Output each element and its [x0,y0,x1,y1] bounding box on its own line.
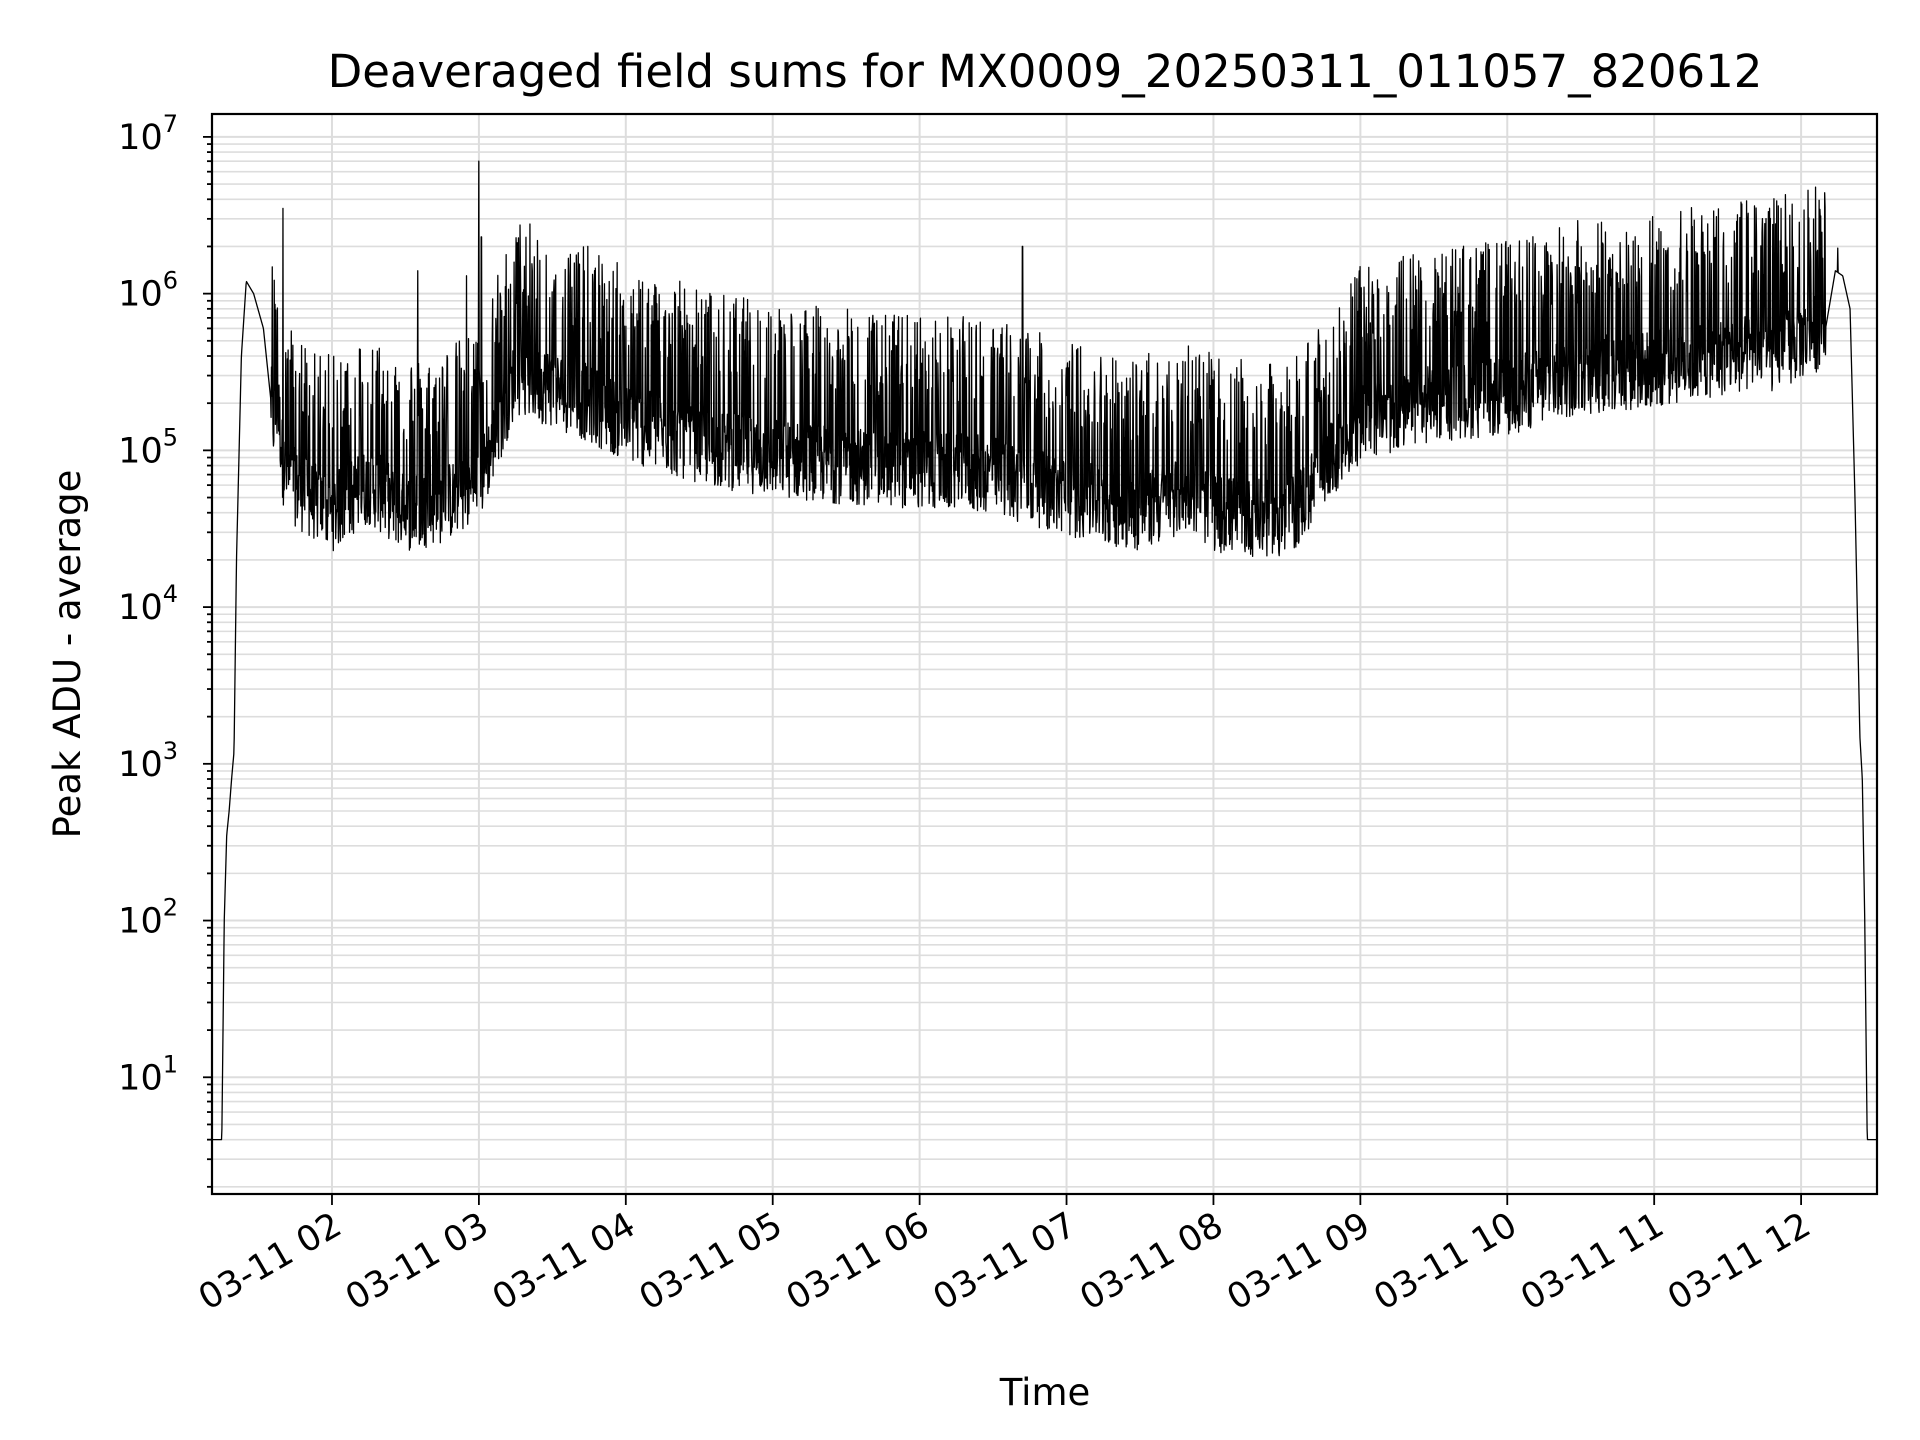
series-layer [211,160,1878,1141]
y-tick-label: 102 [118,894,178,942]
y-tick-label: 101 [118,1050,178,1098]
x-axis-label: Time [999,1371,1091,1414]
y-tick-label: 103 [118,737,178,785]
y-tick-label: 105 [118,423,178,471]
chart-title: Deaveraged field sums for MX0009_2025031… [328,45,1763,98]
grid [212,114,1877,1194]
series-line [211,160,1878,1141]
y-tick-label: 106 [118,267,178,315]
y-tick-label: 107 [118,110,178,158]
y-tick-label: 104 [118,580,178,628]
y-axis-label: Peak ADU - average [46,470,89,839]
